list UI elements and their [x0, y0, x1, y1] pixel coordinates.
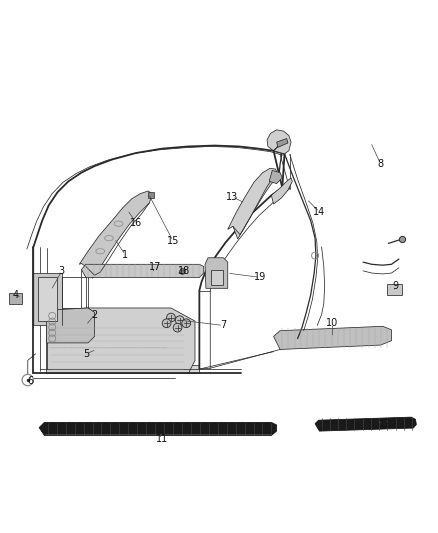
Text: 15: 15	[167, 236, 179, 246]
Text: 5: 5	[83, 349, 89, 359]
Polygon shape	[33, 273, 62, 326]
Polygon shape	[79, 191, 152, 278]
Text: 19: 19	[254, 272, 267, 282]
Polygon shape	[387, 284, 403, 295]
Circle shape	[162, 319, 171, 328]
Text: 17: 17	[148, 262, 161, 272]
Polygon shape	[10, 293, 21, 304]
Circle shape	[166, 313, 175, 322]
Polygon shape	[46, 365, 199, 374]
Polygon shape	[211, 270, 223, 285]
Text: 18: 18	[178, 266, 190, 276]
Polygon shape	[46, 308, 195, 374]
Text: 9: 9	[393, 281, 399, 291]
Polygon shape	[228, 168, 278, 239]
Text: 13: 13	[226, 192, 238, 201]
Polygon shape	[315, 417, 417, 431]
Text: 2: 2	[92, 310, 98, 319]
Polygon shape	[81, 264, 204, 277]
Text: 12: 12	[379, 419, 391, 429]
Polygon shape	[274, 326, 392, 350]
Text: 4: 4	[13, 290, 19, 300]
Text: 10: 10	[326, 318, 339, 328]
Polygon shape	[38, 277, 57, 321]
Polygon shape	[269, 171, 283, 183]
Text: 6: 6	[27, 376, 33, 386]
Text: 3: 3	[59, 266, 65, 276]
Text: 8: 8	[378, 159, 384, 169]
Circle shape	[182, 319, 191, 328]
Circle shape	[173, 323, 182, 332]
Polygon shape	[46, 308, 95, 343]
Polygon shape	[205, 258, 228, 288]
Text: 7: 7	[220, 320, 226, 330]
Polygon shape	[39, 422, 277, 435]
Text: 11: 11	[156, 434, 168, 444]
Text: 1: 1	[122, 250, 128, 260]
Circle shape	[175, 316, 184, 325]
Text: 16: 16	[130, 218, 142, 228]
Text: 14: 14	[313, 207, 325, 217]
Polygon shape	[267, 130, 291, 154]
Polygon shape	[277, 139, 288, 147]
Polygon shape	[272, 178, 292, 204]
